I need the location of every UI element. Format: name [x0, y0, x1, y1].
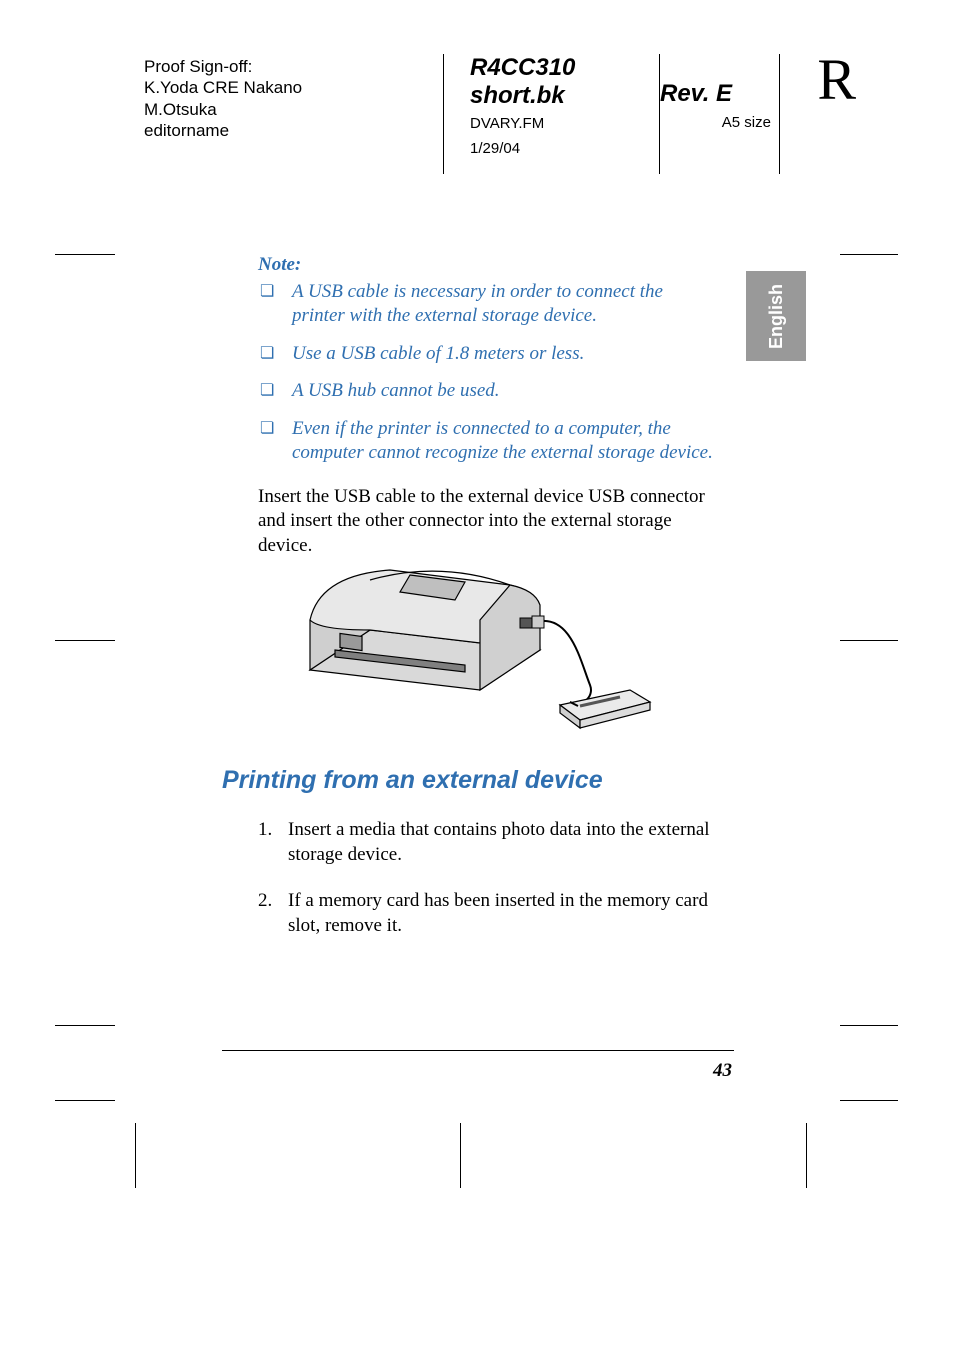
crop-mark — [55, 640, 115, 641]
crop-mark — [840, 1100, 898, 1101]
header-doc: R4CC310 short.bk DVARY.FM 1/29/04 — [470, 54, 660, 174]
language-label: English — [766, 283, 787, 348]
doc-date: 1/29/04 — [470, 140, 659, 159]
crop-mark — [840, 640, 898, 641]
step-number: 2. — [258, 889, 288, 938]
page-number: 43 — [713, 1060, 732, 1082]
doc-name: short.bk — [470, 82, 659, 110]
header-rev: Rev. E A5 size — [660, 54, 780, 174]
note-item: Use a USB cable of 1.8 meters or less. — [278, 342, 718, 366]
step-item: 2. If a memory card has been inserted in… — [258, 889, 718, 938]
rev-label: Rev. E — [660, 80, 779, 108]
section-heading: Printing from an external device — [222, 766, 603, 795]
crop-mark — [135, 1123, 136, 1188]
crop-mark — [460, 1123, 461, 1188]
page: Proof Sign-off: K.Yoda CRE Nakano M.Otsu… — [0, 0, 954, 1351]
printer-usb-figure — [280, 520, 660, 730]
step-item: 1. Insert a media that contains photo da… — [258, 818, 718, 867]
note-item: A USB hub cannot be used. — [278, 379, 718, 403]
header-signoff: Proof Sign-off: K.Yoda CRE Nakano M.Otsu… — [144, 54, 444, 174]
steps-list: 1. Insert a media that contains photo da… — [258, 818, 718, 961]
note-item: Even if the printer is connected to a co… — [278, 417, 718, 465]
crop-mark — [806, 1123, 807, 1188]
crop-mark — [55, 1100, 115, 1101]
step-number: 1. — [258, 818, 288, 867]
page-marker-r: R — [817, 46, 856, 113]
crop-mark — [55, 254, 115, 255]
step-text: If a memory card has been inserted in th… — [288, 889, 718, 938]
crop-mark — [840, 254, 898, 255]
footer-rule — [222, 1050, 734, 1051]
signoff-name: K.Yoda CRE Nakano — [144, 77, 443, 98]
signoff-name: editorname — [144, 120, 443, 141]
content-body: Note: A USB cable is necessary in order … — [258, 254, 718, 559]
note-item: A USB cable is necessary in order to con… — [278, 280, 718, 328]
crop-mark — [55, 1025, 115, 1026]
signoff-name: M.Otsuka — [144, 99, 443, 120]
doc-file: DVARY.FM — [470, 115, 659, 134]
note-list: A USB cable is necessary in order to con… — [278, 280, 718, 465]
step-text: Insert a media that contains photo data … — [288, 818, 718, 867]
proof-header: Proof Sign-off: K.Yoda CRE Nakano M.Otsu… — [0, 50, 954, 190]
doc-code: R4CC310 — [470, 54, 659, 82]
crop-mark — [840, 1025, 898, 1026]
signoff-label: Proof Sign-off: — [144, 56, 443, 77]
language-tab: English — [746, 271, 806, 361]
page-size: A5 size — [660, 114, 779, 131]
note-heading: Note: — [258, 254, 718, 276]
